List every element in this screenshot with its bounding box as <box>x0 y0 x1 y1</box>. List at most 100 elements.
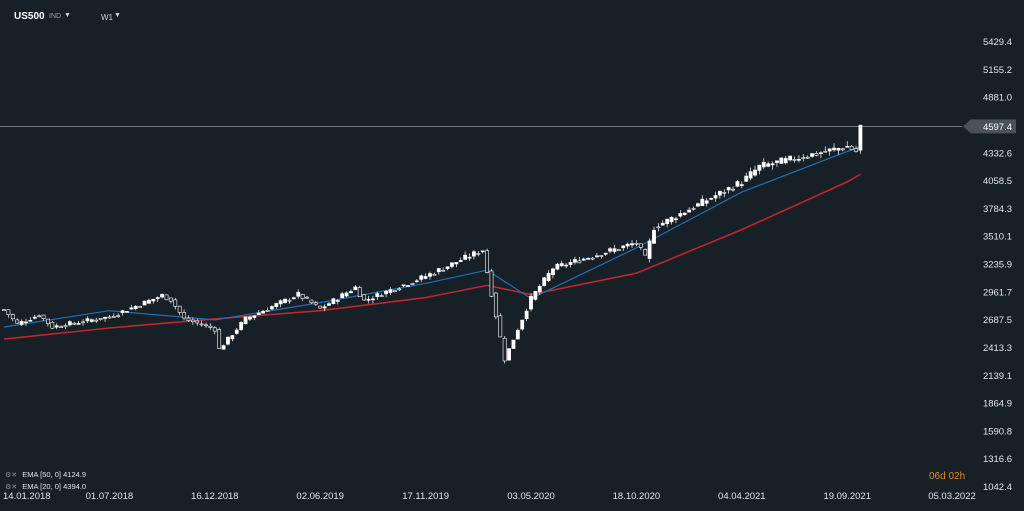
candle <box>770 163 775 166</box>
candle <box>485 250 489 273</box>
candle <box>50 322 55 329</box>
candle <box>19 320 24 325</box>
candle <box>120 310 125 313</box>
candle <box>783 158 788 164</box>
legend-ema-20-value: 4394.0 <box>63 482 87 491</box>
legend-ema-20[interactable]: ⚙✕ EMA [20, 0] 4394.0 <box>5 482 86 491</box>
candle <box>845 146 850 148</box>
candle <box>406 285 410 287</box>
timeframe-dropdown-icon[interactable]: ▼ <box>114 12 121 19</box>
candle <box>621 245 626 249</box>
indicator-settings-icon[interactable]: ⚙✕ <box>5 472 18 479</box>
y-tick-label: 1864.9 <box>983 399 1012 410</box>
candle <box>269 306 274 310</box>
candle <box>432 273 437 276</box>
x-tick-label: 18.10.2020 <box>613 491 661 502</box>
candle <box>318 305 323 309</box>
candle <box>357 287 362 297</box>
candle <box>625 243 630 247</box>
candle <box>379 295 384 298</box>
candle <box>599 255 604 257</box>
legend-ema-50[interactable]: ⚙✕ EMA [50, 0] 4124.9 <box>5 470 86 479</box>
candle <box>634 243 639 245</box>
x-tick-label: 17.11.2019 <box>402 491 449 502</box>
candle <box>476 253 481 255</box>
x-tick-label: 14.01.2018 <box>3 491 51 502</box>
candle <box>151 298 156 302</box>
candle <box>682 212 687 216</box>
candle <box>722 191 727 194</box>
candle <box>700 198 705 207</box>
candle <box>234 329 239 334</box>
candle <box>564 264 569 267</box>
candle <box>458 260 463 262</box>
candle <box>309 299 314 304</box>
candle <box>81 321 85 324</box>
candle <box>98 318 103 320</box>
candle-countdown: 06d 02h <box>929 471 966 482</box>
candle <box>854 148 858 152</box>
candle <box>480 250 485 253</box>
candle <box>168 297 173 302</box>
candle <box>322 306 327 309</box>
candle <box>37 315 42 318</box>
candle <box>384 290 388 295</box>
candle <box>827 148 832 152</box>
candle <box>529 295 533 310</box>
candle <box>76 323 81 325</box>
candle <box>577 260 582 264</box>
candle <box>810 153 814 157</box>
candle <box>739 184 744 186</box>
price-tag-bg <box>963 119 1016 134</box>
candle <box>388 289 393 293</box>
candle <box>353 286 358 291</box>
candle <box>401 284 406 287</box>
candle <box>419 275 424 280</box>
candle <box>818 152 823 154</box>
candle <box>581 258 586 261</box>
candle <box>832 147 836 151</box>
candle <box>643 249 648 256</box>
candle <box>836 147 841 151</box>
candle <box>94 319 99 322</box>
candle <box>63 325 68 328</box>
candle <box>546 272 551 282</box>
candle <box>608 248 612 252</box>
candle <box>103 316 107 319</box>
candle <box>766 163 771 167</box>
candle <box>226 336 230 345</box>
candle <box>805 156 810 159</box>
candle <box>788 155 793 161</box>
candle <box>542 277 547 286</box>
candle <box>252 315 257 318</box>
candle <box>559 263 564 267</box>
candle <box>507 348 511 361</box>
candle <box>568 262 573 265</box>
symbol-dropdown-icon[interactable]: ▼ <box>64 12 71 19</box>
candle <box>647 240 652 259</box>
symbol-selector[interactable]: US500 <box>14 11 45 22</box>
candle <box>340 293 345 299</box>
candle <box>164 294 169 301</box>
candle <box>24 321 28 324</box>
candle <box>349 291 353 293</box>
indicator-settings-icon[interactable]: ⚙✕ <box>5 484 18 491</box>
candle <box>594 255 599 258</box>
candle <box>775 160 779 163</box>
candle <box>296 291 301 297</box>
candle <box>186 317 191 321</box>
y-tick-label: 2413.3 <box>983 343 1012 354</box>
timeframe-selector[interactable]: W1 <box>101 13 113 22</box>
candle <box>823 150 828 153</box>
candle <box>735 181 740 187</box>
candle <box>489 270 494 297</box>
x-tick-label: 19.09.2021 <box>823 491 871 502</box>
x-tick-label: 02.06.2019 <box>296 491 344 502</box>
candle <box>199 323 204 326</box>
candle <box>274 303 279 308</box>
candle <box>696 203 700 207</box>
candle <box>612 248 617 252</box>
candle <box>586 258 591 260</box>
y-tick-label: 5155.2 <box>983 65 1012 76</box>
